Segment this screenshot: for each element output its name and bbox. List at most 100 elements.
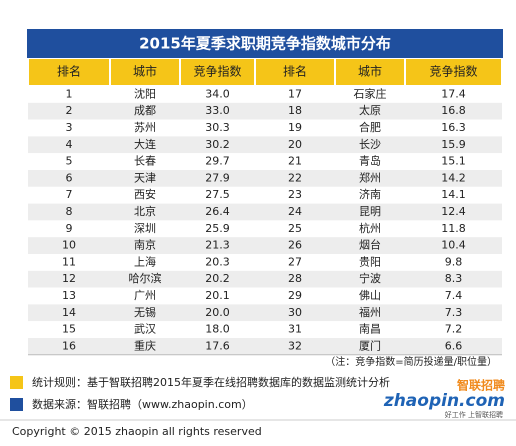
row-bg [28,220,502,238]
cell-text: 宁波 [359,271,381,285]
rule-text: 统计规则：基于智联招聘2015年夏季在线招聘数据库的数据监测统计分析 [32,375,390,389]
cell-text: 14.1 [441,188,466,201]
cell-text: 13 [62,289,76,302]
cell-text: 武汉 [134,323,156,336]
cell-text: 15.9 [441,138,466,151]
cell-text: 3 [66,121,73,134]
cell-text: 长沙 [359,138,381,151]
cell-text: 16.3 [441,121,466,134]
cell-text: 18.0 [205,323,230,336]
cell-text: 25 [288,222,302,235]
header-text: 竞争指数 [193,64,241,79]
header-cell [111,59,179,85]
cell-text: 1 [66,87,73,100]
cell-text: 天津 [134,171,156,184]
cell-text: 25.9 [205,222,230,235]
cell-text: 32 [288,339,302,352]
cell-text: 34.0 [205,87,230,100]
cell-text: 11 [62,255,76,268]
cell-text: 石家庄 [354,86,387,100]
cell-text: 杭州 [359,221,381,235]
cell-text: 12 [62,272,76,285]
row-bg [28,237,502,254]
cell-text: 16 [62,339,76,352]
row-bg [28,170,502,187]
cell-text: 24 [288,205,302,218]
cell-text: 厦门 [359,338,381,352]
title-bar [27,29,503,58]
cell-text: 2 [66,104,73,117]
cell-text: 大连 [134,137,156,151]
cell-text: 30.2 [205,138,230,151]
row-bg [28,270,502,288]
cell-text: 30 [288,306,302,319]
cell-text: 26.4 [205,205,230,218]
cell-text: 青岛 [359,154,381,168]
cell-text: 合肥 [359,120,381,134]
cell-text: 20.3 [205,255,230,268]
cell-text: 上海 [134,254,156,268]
cell-text: 12.4 [441,205,466,218]
source-marker [10,398,23,411]
cell-text: 成都 [134,104,156,117]
cell-text: 26 [288,239,302,252]
cell-text: 西安 [134,187,156,201]
cell-text: 7.4 [445,289,463,302]
cell-text: 27 [288,255,302,268]
title: 2015年夏季求职期竞争指数城市分布 [139,35,391,53]
row-bg [28,254,502,271]
cell-text: 济南 [359,187,381,201]
cell-text: 6 [66,171,73,184]
row-bg [28,338,502,355]
source-text: 数据来源：智联招聘（www.zhaopin.com） [32,397,253,411]
cell-text: 33.0 [205,104,230,117]
cell-text: 15 [62,323,76,336]
header-cell [29,59,109,85]
row-bg [28,321,502,338]
cell-text: 28 [288,272,302,285]
cell-text: 17.4 [441,87,466,100]
cell-text: 无锡 [134,305,156,319]
header-cell [256,59,334,85]
cell-text: 23 [288,188,302,201]
cell-text: 8.3 [445,272,463,285]
cell-text: 7 [66,188,73,201]
row-bg [28,203,502,221]
cell-text: 烟台 [359,238,381,252]
note: （注：竞争指数=简历投递量/职位量） [325,355,497,368]
logo-brand: 智联招聘 [456,378,505,393]
cell-text: 9 [66,222,73,235]
cell-text: 20 [288,138,302,151]
cell-text: 17.6 [205,339,230,352]
cell-text: 广州 [134,289,156,302]
cell-text: 南京 [134,238,156,252]
cell-text: 贵阳 [359,255,381,268]
cell-text: 11.8 [441,222,466,235]
row-bg [28,136,502,154]
cell-text: 20.0 [205,306,230,319]
header-text: 排名 [283,64,307,79]
row-bg [28,287,502,305]
cell-text: 22 [288,171,302,184]
copyright: Copyright © 2015 zhaopin all rights rese… [12,425,262,438]
cell-text: 19 [288,121,302,134]
cell-text: 佛山 [359,289,381,302]
cell-text: 21.3 [205,239,230,252]
cell-text: 10.4 [441,239,466,252]
cell-text: 6.6 [445,339,463,352]
cell-text: 5 [66,155,73,168]
row-bg [28,119,502,137]
header-cell [406,59,501,85]
cell-text: 苏州 [134,121,156,134]
header-cell [181,59,254,85]
cell-text: 14.2 [441,171,466,184]
row-bg [28,304,502,322]
row-bg [28,153,502,170]
cell-text: 17 [288,87,302,100]
cell-text: 北京 [134,204,156,218]
logo-slogan: 好工作 上智联招聘 [445,410,503,419]
row-bg [28,186,502,204]
cell-text: 长春 [134,155,156,168]
cell-text: 郑州 [359,170,381,184]
